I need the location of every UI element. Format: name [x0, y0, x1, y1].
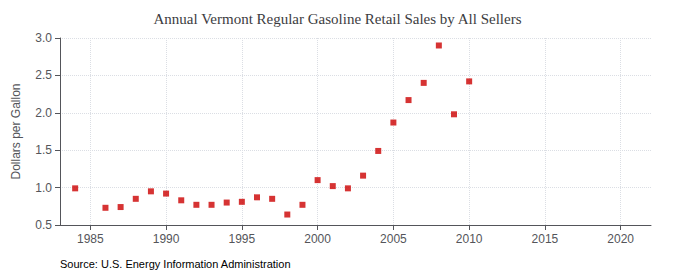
svg-text:2015: 2015	[532, 232, 559, 246]
svg-text:Annual Vermont Regular Gasolin: Annual Vermont Regular Gasoline Retail S…	[154, 11, 522, 27]
svg-text:1985: 1985	[77, 232, 104, 246]
svg-text:1.0: 1.0	[35, 181, 52, 195]
svg-text:2.0: 2.0	[35, 106, 52, 120]
svg-text:2.5: 2.5	[35, 68, 52, 82]
svg-text:0.5: 0.5	[35, 218, 52, 232]
svg-text:2000: 2000	[304, 232, 331, 246]
svg-text:2005: 2005	[380, 232, 407, 246]
svg-text:Dollars per Gallon: Dollars per Gallon	[9, 83, 23, 179]
svg-text:3.0: 3.0	[35, 31, 52, 45]
svg-text:2020: 2020	[607, 232, 634, 246]
svg-text:1.5: 1.5	[35, 143, 52, 157]
svg-text:Source: U.S. Energy Informatio: Source: U.S. Energy Information Administ…	[60, 258, 291, 270]
svg-text:1990: 1990	[153, 232, 180, 246]
svg-text:1995: 1995	[228, 232, 255, 246]
svg-text:2010: 2010	[456, 232, 483, 246]
